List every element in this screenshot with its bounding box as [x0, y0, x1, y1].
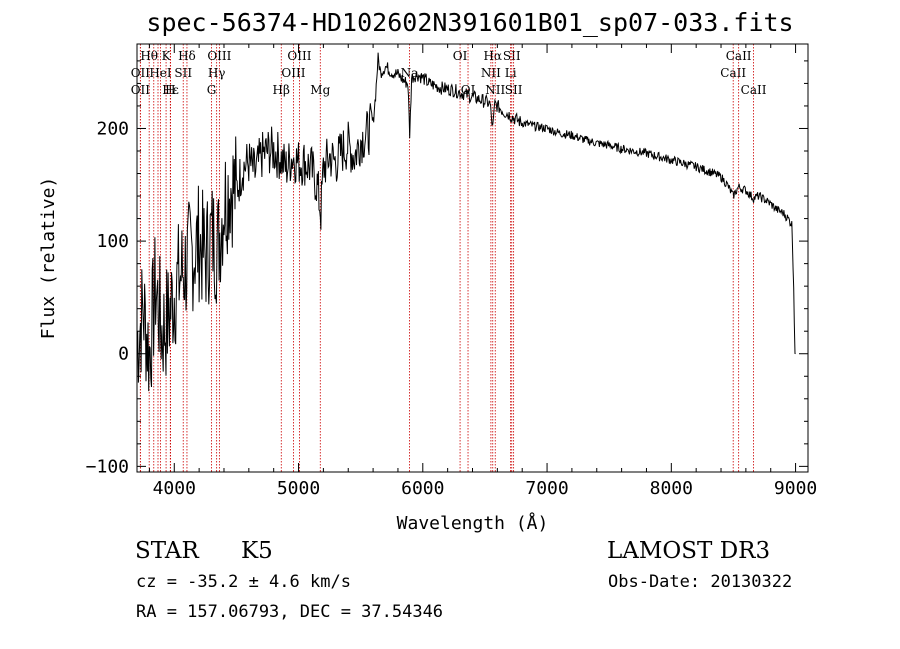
spectral-line-label: G	[207, 83, 217, 97]
spectral-line-label: Hθ	[140, 49, 158, 63]
spectral-line-label: Li	[505, 66, 517, 80]
y-tick-label: −100	[86, 456, 129, 477]
y-tick-label: 100	[96, 231, 129, 252]
spectral-line-label: CaII	[720, 66, 746, 80]
spectral-line-label: SII	[174, 66, 192, 80]
x-axis-label: Wavelength (Å)	[397, 512, 549, 534]
spectral-line-label: NII	[485, 83, 505, 97]
spectral-line-label: OII	[131, 83, 151, 97]
chart-title: spec-56374-HD102602N391601B01_sp07-033.f…	[146, 8, 794, 37]
plot-frame	[136, 43, 809, 473]
subclass-label: K5	[241, 538, 273, 564]
x-tick-label: 4000	[153, 478, 196, 499]
spectral-line-label: SII	[505, 83, 523, 97]
spectral-line-label: H	[165, 83, 175, 97]
spectrum-line	[136, 52, 796, 392]
x-tick-label: 7000	[525, 478, 568, 499]
y-tick-label: 200	[96, 118, 129, 139]
spectral-line-label: Na	[401, 66, 419, 80]
x-tick-label: 9000	[774, 478, 817, 499]
object-class-label: STAR	[135, 538, 199, 564]
observation-date-label: Obs-Date: 20130322	[608, 572, 793, 592]
x-tick-label: 5000	[277, 478, 320, 499]
x-tick-label: 8000	[650, 478, 693, 499]
y-tick-label: 0	[118, 344, 129, 365]
spectral-line-label: Hγ	[208, 66, 226, 80]
spectral-line-label: Hβ	[273, 83, 290, 97]
spectral-line-label: K	[162, 49, 172, 63]
spectral-line-label: SII	[503, 49, 521, 63]
spectral-line-label: Hδ	[178, 49, 196, 63]
coordinates-label: RA = 157.06793, DEC = 37.54346	[136, 602, 444, 622]
survey-label: LAMOST DR3	[607, 538, 771, 564]
spectral-line-label: OIII	[281, 66, 305, 80]
spectral-line-label: HeI	[149, 66, 172, 80]
spectral-line-label: NII	[481, 66, 501, 80]
spectral-line-label: Mg	[310, 83, 330, 97]
spectral-line-label: OII	[131, 66, 151, 80]
spectral-line-label: CaII	[726, 49, 752, 63]
x-tick-label: 6000	[401, 478, 444, 499]
spectral-line-label: OIII	[287, 49, 311, 63]
redshift-label: cz = -35.2 ± 4.6 km/s	[136, 572, 351, 592]
spectral-line-label: OIII	[207, 49, 231, 63]
spectral-line-label: CaII	[741, 83, 767, 97]
spectral-line-label: Hα	[483, 49, 502, 63]
y-axis-label: Flux (relative)	[38, 177, 59, 340]
spectral-line-label: OI	[453, 49, 468, 63]
